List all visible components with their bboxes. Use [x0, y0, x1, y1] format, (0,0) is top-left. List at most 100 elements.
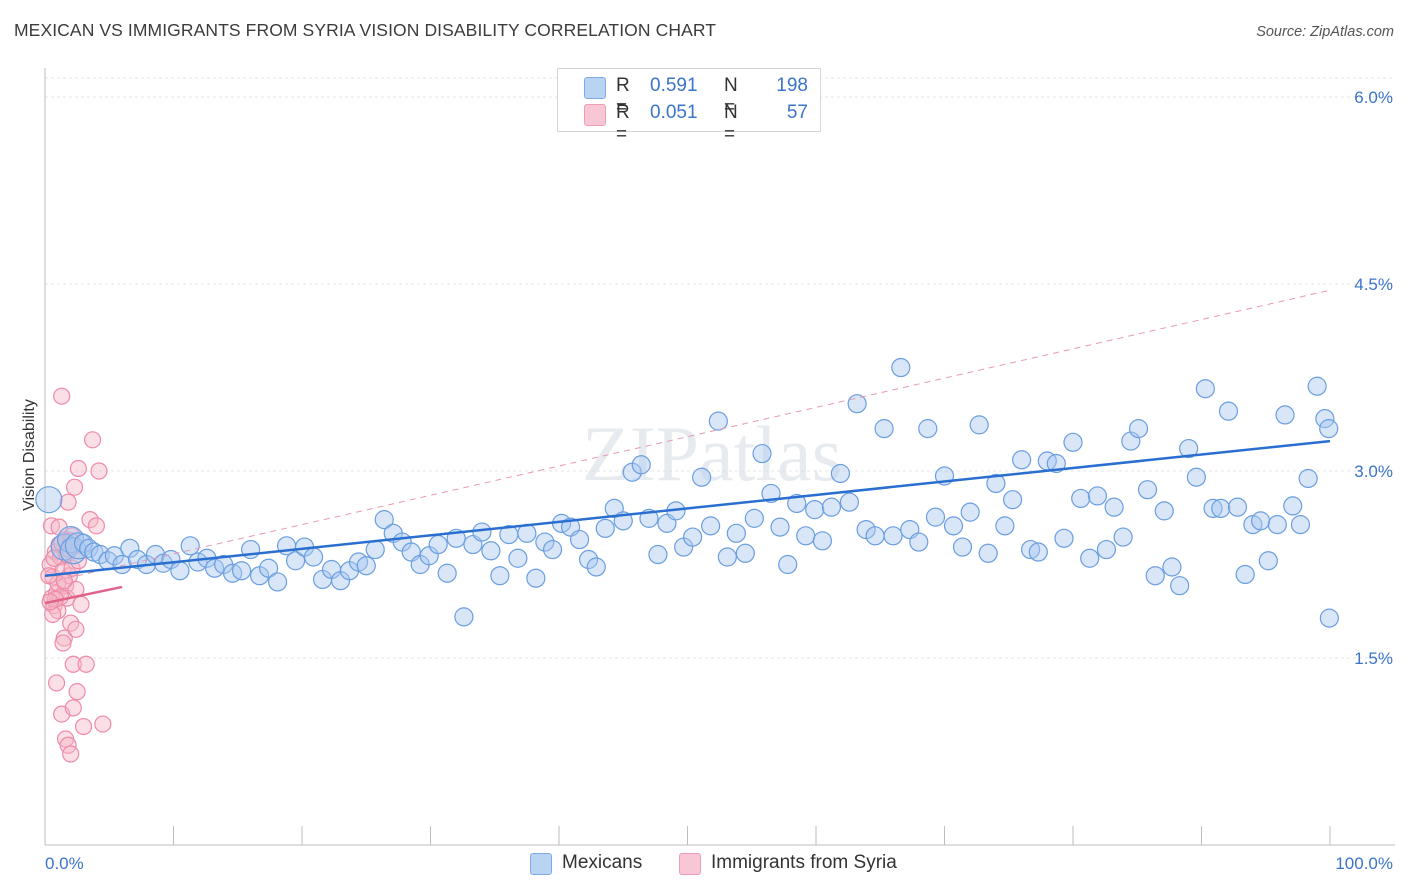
mexican-point [770, 517, 790, 537]
mexican-point [735, 543, 755, 563]
mexican-point [1307, 376, 1327, 396]
mexican-point [1071, 488, 1091, 509]
mexican-point [752, 443, 772, 464]
mexican-point [542, 539, 563, 560]
trend-lines [44, 289, 1331, 605]
mexican-point [374, 510, 394, 530]
mexican-point [437, 563, 457, 583]
mexican-point [1258, 551, 1278, 571]
mexican-point [1087, 486, 1108, 506]
mexican-point [796, 526, 816, 546]
mexican-point [1137, 480, 1158, 500]
r-label: R = [616, 102, 630, 145]
y-tick-label: 6.0% [1354, 88, 1393, 107]
mexican-point [1011, 450, 1032, 470]
syria-point [64, 699, 82, 717]
syria-point [87, 517, 106, 535]
syria-point [68, 683, 86, 701]
mexican-point [1275, 405, 1295, 425]
mexican-point [595, 518, 615, 538]
blue-swatch [530, 853, 552, 875]
mexican-point [995, 516, 1015, 536]
y-tick-label: 1.5% [1354, 649, 1393, 668]
mexican-point [79, 538, 99, 558]
mexican-point [1028, 542, 1048, 562]
syria-point [72, 595, 90, 613]
r-value: 0.051 [650, 102, 698, 123]
mexican-point [1290, 515, 1311, 535]
mexican-point [285, 551, 306, 571]
syria-point [59, 493, 77, 511]
mexican-point [356, 556, 376, 576]
mexican-point [1315, 409, 1335, 429]
mexican-point [631, 455, 651, 475]
mexican-point [127, 549, 148, 570]
syria-point [94, 715, 112, 733]
syria-trend-line [44, 585, 123, 605]
mexican-point [839, 492, 860, 512]
mexican-point [821, 497, 842, 517]
mexican-point [1211, 498, 1231, 518]
syria-point [69, 552, 88, 570]
syria-point [81, 511, 99, 529]
mexican-point [865, 526, 885, 546]
mexican-point [717, 547, 737, 567]
mexican-point [1195, 379, 1215, 399]
blue-swatch [584, 77, 606, 99]
n-value: 198 [776, 75, 808, 96]
mexican-point [943, 516, 964, 536]
mexican-point [569, 529, 590, 550]
syria-point [67, 620, 85, 638]
source-label: Source: ZipAtlas.com [1256, 24, 1394, 40]
mexican-point [1104, 497, 1124, 517]
y-tick-label: 3.0% [1354, 462, 1393, 481]
mexican-point [1186, 467, 1206, 487]
mexican-point [683, 527, 703, 547]
mexican-point [787, 493, 807, 514]
mexican-point [90, 544, 110, 565]
mexican-point [1203, 498, 1223, 518]
mexican-point [847, 394, 867, 414]
x-tick-labels: 0.0% 100.0% [45, 854, 1393, 873]
mexican-point [1319, 419, 1339, 439]
mexican-point [1227, 497, 1248, 517]
mexican-point [1080, 548, 1100, 568]
mexican-point [35, 486, 63, 514]
mexican-point [1154, 501, 1174, 521]
mexican-point [1283, 496, 1303, 516]
mexican-point [726, 523, 746, 543]
r-label: R = [616, 75, 630, 118]
mexican-point [805, 500, 825, 520]
mexican-point [708, 411, 728, 431]
mexican-point [978, 543, 998, 563]
mexican-point [1063, 432, 1083, 452]
mexican-point [535, 532, 555, 552]
axes [44, 68, 1395, 846]
syria-point [69, 459, 88, 478]
mexican-point [918, 419, 938, 439]
syria-point [83, 431, 102, 449]
mexican-point [778, 554, 798, 575]
mexican-point [1218, 401, 1239, 421]
mexican-point [925, 507, 946, 527]
mexican-point [1128, 419, 1149, 439]
y-axis-label: Vision Disability [21, 399, 38, 511]
mexican-point [1003, 490, 1023, 510]
mexican-point [170, 561, 190, 581]
mexican-point [830, 463, 851, 484]
mexican-point [578, 549, 599, 570]
mexican-point [648, 544, 668, 565]
mexican-point [1251, 511, 1271, 531]
syria-point [74, 717, 93, 736]
mexican-point [1096, 539, 1117, 560]
mexican-point [952, 537, 973, 557]
mexican-point [1267, 515, 1287, 535]
mexican-points [35, 357, 1339, 628]
mexican-point [454, 607, 474, 627]
syria-point [90, 462, 108, 480]
syria-point [47, 674, 66, 692]
mexican-point [1054, 528, 1074, 548]
syria-points [40, 387, 112, 763]
syria-point [64, 655, 82, 673]
